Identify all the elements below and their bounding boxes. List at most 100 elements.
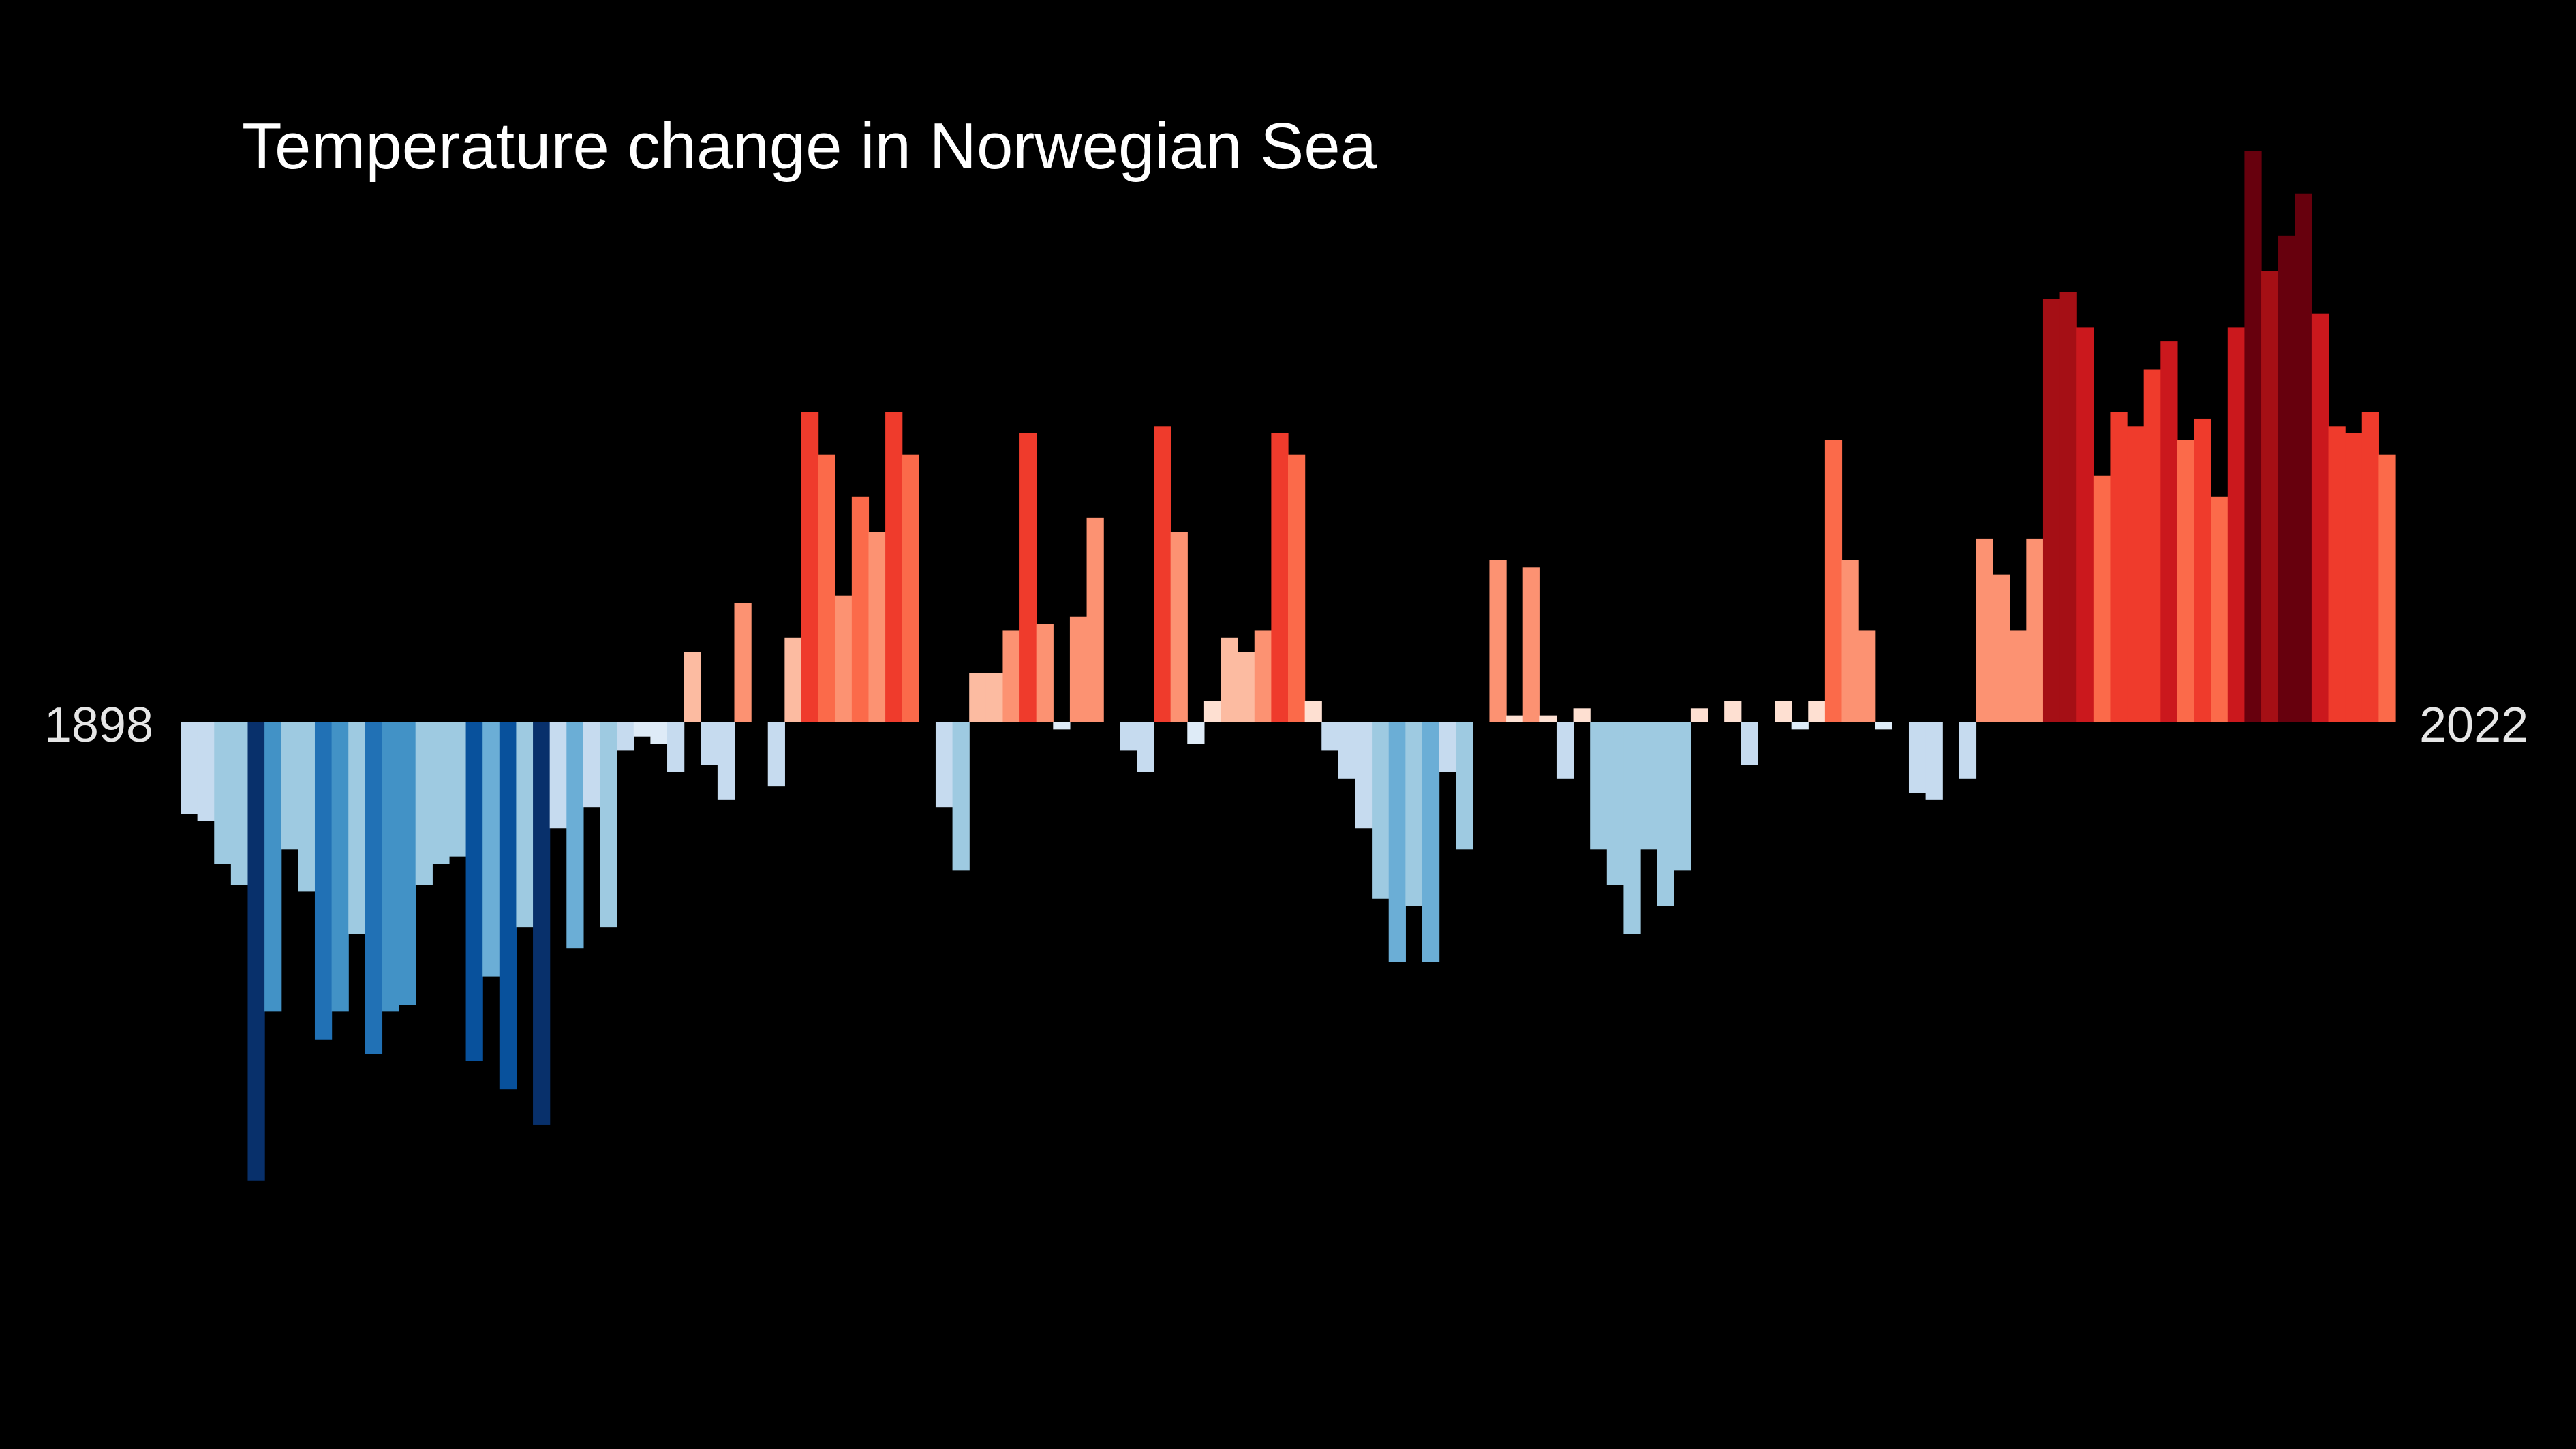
bar-1997 bbox=[1841, 560, 1859, 722]
bar-1905 bbox=[298, 722, 316, 892]
bar-2007 bbox=[2009, 630, 2027, 722]
bar-1943 bbox=[935, 722, 953, 808]
bar-1961 bbox=[1238, 652, 1255, 722]
bar-1977 bbox=[1506, 715, 1524, 722]
bar-undefined bbox=[2345, 433, 2363, 722]
bar-1959 bbox=[1203, 701, 1222, 722]
bar-2008 bbox=[2026, 538, 2044, 722]
bar-1922 bbox=[583, 722, 601, 808]
bar-1956 bbox=[1154, 426, 1171, 722]
bar-1936 bbox=[818, 454, 835, 722]
bar-1946 bbox=[985, 673, 1004, 722]
bar-2021 bbox=[2244, 151, 2262, 722]
bar-1908 bbox=[348, 722, 366, 934]
bar-1940 bbox=[885, 412, 903, 722]
bar-1954 bbox=[1120, 722, 1138, 751]
bar-1986 bbox=[1657, 722, 1674, 906]
bar-1912 bbox=[415, 722, 433, 885]
bar-1964 bbox=[1288, 454, 1306, 722]
bar-1926 bbox=[650, 722, 668, 744]
bar-1907 bbox=[331, 722, 349, 1012]
bar-1903 bbox=[264, 722, 282, 1012]
bar-1898 bbox=[181, 722, 198, 814]
bar-1917 bbox=[499, 722, 517, 1090]
bar-1958 bbox=[1187, 722, 1205, 744]
bar-1999 bbox=[1875, 722, 1892, 730]
bar-1930 bbox=[717, 722, 735, 800]
bar-1976 bbox=[1489, 560, 1507, 722]
bar-2017 bbox=[2177, 440, 2195, 722]
start-year-label: 1898 bbox=[44, 698, 153, 752]
bar-1982 bbox=[1590, 722, 1608, 850]
bar-1951 bbox=[1069, 616, 1088, 722]
bar-2018 bbox=[2194, 418, 2211, 722]
bar-1994 bbox=[1791, 722, 1809, 730]
bar-1910 bbox=[382, 722, 399, 1012]
bar-1925 bbox=[633, 722, 651, 737]
bar-2011 bbox=[2076, 327, 2094, 722]
bar-2016 bbox=[2160, 341, 2178, 723]
bar-1987 bbox=[1674, 722, 1691, 871]
bar-2009 bbox=[2042, 299, 2061, 722]
bar-1968 bbox=[1355, 722, 1373, 829]
bar-1921 bbox=[566, 722, 584, 949]
bar-2015 bbox=[2143, 369, 2161, 722]
bar-1929 bbox=[701, 722, 718, 765]
bar-1945 bbox=[969, 673, 987, 722]
bar-1935 bbox=[801, 412, 819, 722]
bar-1985 bbox=[1640, 722, 1658, 850]
bar-undefined bbox=[2328, 426, 2346, 722]
bar-1983 bbox=[1606, 722, 1625, 885]
bar-2012 bbox=[2093, 475, 2111, 722]
bar-2010 bbox=[2059, 292, 2077, 722]
bar-1924 bbox=[617, 722, 634, 751]
bar-1909 bbox=[365, 722, 383, 1054]
bar-1918 bbox=[516, 722, 534, 928]
bar-1960 bbox=[1221, 637, 1238, 722]
bar-1963 bbox=[1271, 433, 1289, 722]
bar-1980 bbox=[1556, 722, 1574, 779]
bar-2002 bbox=[1925, 722, 1943, 800]
bar-2005 bbox=[1976, 538, 1993, 722]
bar-1927 bbox=[667, 722, 685, 772]
bar-1900 bbox=[214, 722, 232, 864]
bar-1911 bbox=[399, 722, 416, 1005]
bar-1990 bbox=[1724, 701, 1742, 722]
bar-1965 bbox=[1304, 701, 1322, 722]
bar-1972 bbox=[1422, 722, 1440, 962]
bar-1971 bbox=[1405, 722, 1423, 906]
bar-1938 bbox=[851, 496, 870, 722]
bar-1906 bbox=[314, 722, 333, 1040]
bar-2019 bbox=[2211, 496, 2228, 722]
bar-1966 bbox=[1321, 722, 1339, 751]
bar-2020 bbox=[2227, 327, 2245, 722]
bar-2004 bbox=[1959, 722, 1977, 779]
bar-1933 bbox=[767, 722, 785, 787]
end-year-label: 2022 bbox=[2419, 698, 2528, 752]
bar-1988 bbox=[1690, 708, 1708, 722]
bar-undefined bbox=[2378, 454, 2396, 722]
bar-1904 bbox=[281, 722, 298, 850]
bar-1931 bbox=[734, 603, 752, 722]
chart-title: Temperature change in Norwegian Sea bbox=[242, 110, 1377, 183]
bar-undefined bbox=[2361, 412, 2379, 722]
bar-1949 bbox=[1036, 624, 1054, 722]
bar-1952 bbox=[1086, 517, 1104, 722]
bar-1978 bbox=[1522, 567, 1540, 722]
bar-2022 bbox=[2261, 271, 2279, 723]
bar-2006 bbox=[1993, 574, 2010, 722]
bar-1984 bbox=[1623, 722, 1641, 934]
bar-1974 bbox=[1456, 722, 1473, 850]
bar-1962 bbox=[1254, 630, 1272, 722]
bar-undefined bbox=[2311, 313, 2329, 722]
bar-1991 bbox=[1741, 722, 1758, 765]
bar-1920 bbox=[549, 722, 567, 829]
bar-1919 bbox=[533, 722, 551, 1125]
bar-1998 bbox=[1858, 630, 1876, 722]
bar-1947 bbox=[1002, 630, 1020, 722]
bar-1950 bbox=[1053, 722, 1071, 730]
bar-1913 bbox=[432, 722, 450, 864]
bar-1981 bbox=[1573, 708, 1591, 722]
